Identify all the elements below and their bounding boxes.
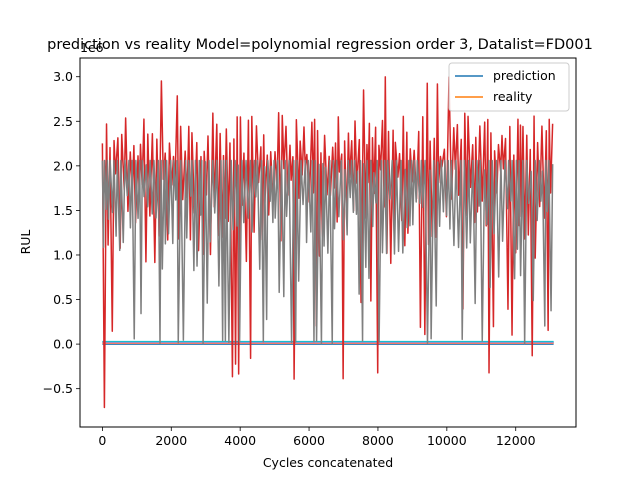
plot-frame bbox=[79, 57, 577, 428]
y-tick-label: 1.0 bbox=[53, 247, 73, 262]
legend: prediction reality bbox=[448, 62, 570, 112]
x-axis: 0 2000 4000 6000 8000 10000 12000 bbox=[98, 427, 536, 448]
y-tick-label: 0.0 bbox=[53, 337, 73, 352]
chart-title: prediction vs reality Model=polynomial r… bbox=[47, 37, 593, 53]
x-tick-label: 10000 bbox=[427, 433, 467, 448]
y-tick-label: 3.0 bbox=[53, 69, 73, 84]
x-tick-label: 2000 bbox=[155, 433, 187, 448]
legend-label-reality: reality bbox=[493, 89, 533, 104]
x-tick-label: 6000 bbox=[293, 433, 325, 448]
x-tick-label: 0 bbox=[98, 433, 106, 448]
y-tick-label: 2.5 bbox=[53, 114, 73, 129]
y-axis-label: RUL bbox=[18, 230, 33, 255]
y-tick-label: −0.5 bbox=[43, 381, 73, 396]
y-tick-label: 2.0 bbox=[53, 158, 73, 173]
y-tick-label: 0.5 bbox=[53, 292, 73, 307]
y-tick-label: 1.5 bbox=[53, 203, 73, 218]
x-axis-label: Cycles concatenated bbox=[263, 455, 393, 470]
x-tick-label: 8000 bbox=[362, 433, 394, 448]
legend-label-prediction: prediction bbox=[493, 68, 556, 83]
x-tick-label: 12000 bbox=[496, 433, 536, 448]
legend-box bbox=[448, 62, 570, 112]
x-tick-label: 4000 bbox=[224, 433, 256, 448]
series-line-7 bbox=[101, 159, 554, 345]
y-axis: −0.5 0.0 0.5 1.0 1.5 2.0 2.5 3.0 bbox=[43, 69, 80, 396]
plot-lines bbox=[101, 76, 554, 409]
y-scale-label: 1e6 bbox=[80, 40, 104, 55]
